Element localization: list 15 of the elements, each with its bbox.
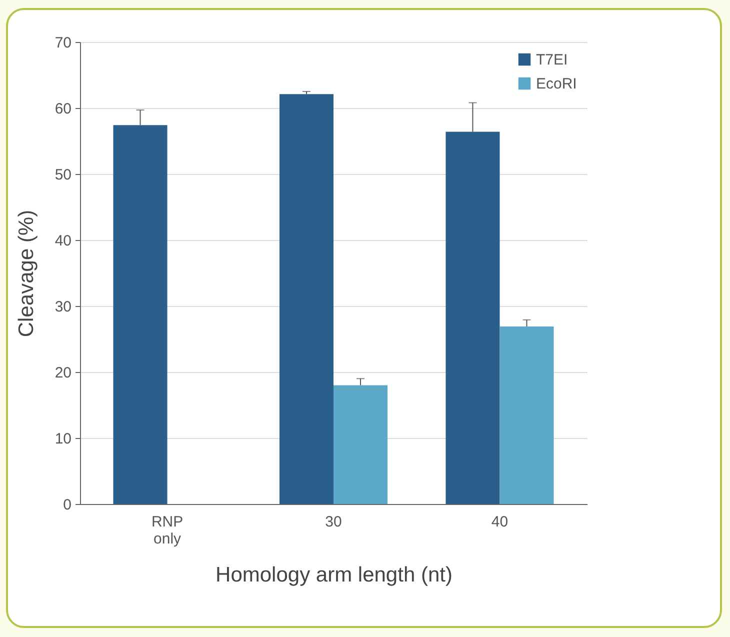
y-tick-label: 60 [54, 100, 72, 118]
y-tick-label: 50 [54, 166, 72, 184]
legend-label: EcoRI [536, 76, 577, 92]
y-tick-label: 10 [54, 430, 72, 448]
x-tick-label: 40 [491, 514, 508, 530]
x-axis-title: Homology arm length (nt) [216, 564, 452, 586]
y-tick-label: 0 [63, 496, 72, 514]
y-tick-label: 30 [54, 298, 72, 316]
y-tick-label: 40 [54, 232, 72, 250]
legend-label: T7EI [536, 52, 568, 68]
y-axis-title: Cleavage (%) [14, 210, 38, 338]
y-tick-label: 20 [54, 364, 72, 382]
y-tick-label: 70 [54, 34, 72, 52]
x-tick-label: RNP only [151, 514, 184, 548]
x-tick-label: 30 [325, 514, 342, 530]
